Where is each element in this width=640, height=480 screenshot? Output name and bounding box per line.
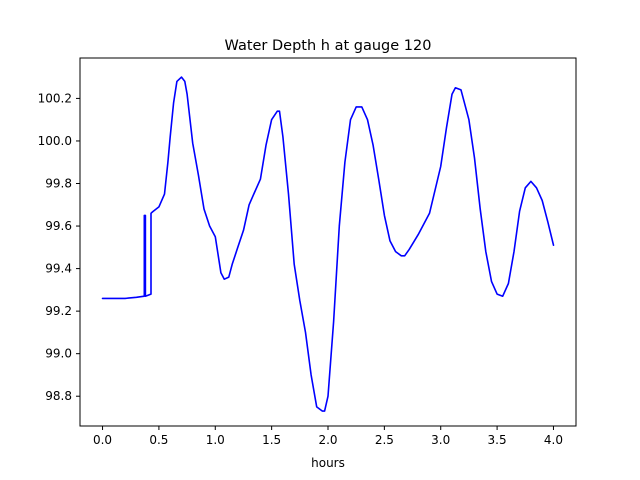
y-tick-label: 100.0 (38, 134, 72, 148)
y-tick-label: 98.8 (45, 389, 72, 403)
x-tick-label: 3.0 (431, 433, 450, 447)
y-tick-label: 100.2 (38, 91, 72, 105)
y-tick-label: 99.2 (45, 304, 72, 318)
y-tick-label: 99.4 (45, 262, 72, 276)
chart-title: Water Depth h at gauge 120 (225, 38, 432, 54)
x-tick-label: 0.5 (149, 433, 168, 447)
x-tick-label: 3.5 (488, 433, 507, 447)
y-tick-label: 99.8 (45, 177, 72, 191)
x-tick-label: 2.0 (318, 433, 337, 447)
x-axis-label: hours (311, 456, 345, 470)
y-tick-label: 99.0 (45, 347, 72, 361)
plot-area-frame (79, 57, 577, 427)
x-tick-label: 4.0 (544, 433, 563, 447)
x-tick-label: 1.5 (262, 433, 281, 447)
water-depth-series-line (101, 76, 555, 412)
x-tick-label: 2.5 (375, 433, 394, 447)
plot-data (101, 76, 555, 412)
x-tick-label: 0.0 (93, 433, 112, 447)
y-tick-label: 99.6 (45, 219, 72, 233)
x-tick-label: 1.0 (206, 433, 225, 447)
axis-ticks: 0.0 0.5 1.0 1.5 2.0 2.5 3.0 3.5 4.0 98.8 99.0 99.2 9… (38, 91, 563, 447)
